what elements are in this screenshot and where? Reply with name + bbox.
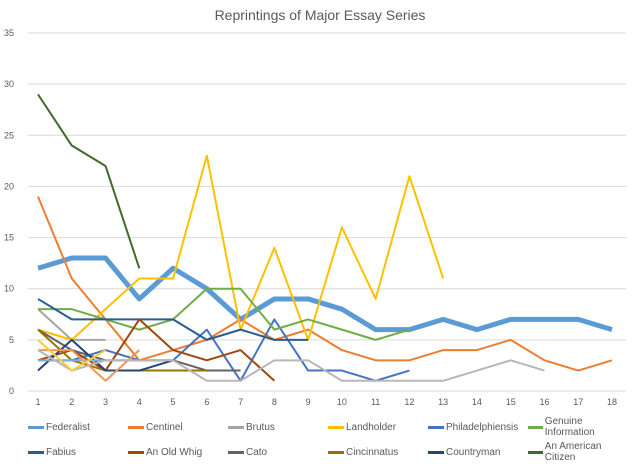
x-tick-label: 1 [35,397,40,407]
legend-label: Federalist [46,421,90,433]
legend-label: Philadelphiensis [446,421,519,433]
legend-swatch [528,450,543,454]
y-tick-label: 20 [4,181,14,191]
series-line-caesar [37,339,107,372]
legend-item: Cincinnatus [328,441,428,463]
y-tick-label: 15 [4,233,14,243]
y-tick-label: 25 [4,130,14,140]
y-tick-label: 35 [4,28,14,38]
legend-swatch [128,450,144,454]
x-tick-label: 13 [438,397,448,407]
series-line-an-old-whig [37,318,276,382]
legend-label: Fabius [46,446,77,458]
legend-label: Cato [246,446,268,458]
y-tick-label: 5 [9,335,14,345]
legend-swatch [428,450,444,454]
legend-item: Genuine Information [528,416,628,438]
legend-item: Fabius [28,441,128,463]
x-tick-label: 7 [238,397,243,407]
legend-item: Cato [228,441,328,463]
legend-swatch [428,425,444,429]
series-line-fabius [37,298,309,341]
legend-label: An Old Whig [146,446,203,458]
x-tick-label: 4 [137,397,142,407]
x-tick-label: 9 [306,397,311,407]
legend-item: An Old Whig [128,441,228,463]
legend-swatch [328,450,344,454]
legend-label: Genuine Information [544,416,595,438]
x-tick-label: 2 [69,397,74,407]
x-tick-label: 17 [573,397,583,407]
series-line-an-american-citizen [37,93,141,269]
legend-label: Brutus [246,421,275,433]
legend-item: Landholder [328,416,428,438]
legend-label: Centinel [146,421,183,433]
chart-plot: Reprintings of Major Essay Series 051015… [4,7,626,407]
legend-item: Centinel [128,416,228,438]
legend-item: Philadelphiensis [428,416,528,438]
legend-label: An American Citizen [544,441,602,463]
legend-swatch [328,425,344,429]
legend-item: An American Citizen [528,441,628,463]
legend-label: Landholder [346,421,397,433]
y-tick-label: 30 [4,79,14,89]
legend-label: Countryman [446,446,501,458]
x-tick-label: 10 [337,397,347,407]
y-tick-label: 0 [9,386,14,396]
legend: Federalist Centinel Brutus Landholder Philad… [28,416,628,464]
x-tick-label: 6 [204,397,209,407]
x-tick-label: 11 [371,397,380,407]
legend-swatch [28,450,44,454]
legend-label: Cincinnatus [346,446,399,458]
x-tick-label: 3 [103,397,108,407]
series-line-genuine-information [38,287,410,341]
series-line-a-freeman [37,349,545,382]
legend-item: Countryman [428,441,528,463]
legend-swatch [228,450,244,454]
series-line-centinel [37,196,613,372]
legend-item: Federalist [28,416,128,438]
legend-item: Brutus [228,416,328,438]
chart-title: Reprintings of Major Essay Series [215,7,426,23]
x-tick-label: 5 [171,397,176,407]
x-tick-label: 12 [404,397,414,407]
legend-swatch [228,425,244,429]
legend-swatch [128,425,144,429]
legend-swatch [528,425,543,429]
series-line-federalist [37,255,613,333]
y-tick-label: 10 [4,284,14,294]
x-tick-label: 8 [272,397,277,407]
x-tick-label: 16 [539,397,549,407]
x-tick-label: 15 [506,397,516,407]
legend-swatch [28,425,44,429]
x-tick-label: 18 [607,397,617,407]
x-tick-label: 14 [472,397,482,407]
